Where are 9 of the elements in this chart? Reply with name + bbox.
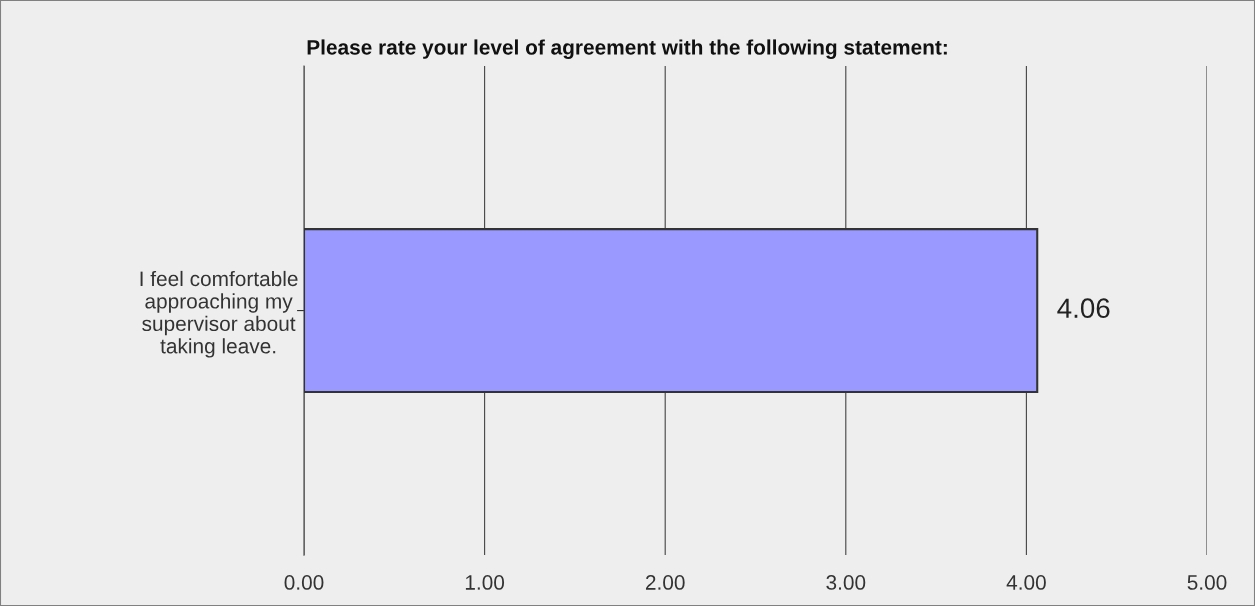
- x-tick-label: 2.00: [645, 575, 685, 590]
- x-tick-label: 4.00: [1006, 575, 1046, 590]
- x-tick-label: 1.00: [465, 575, 505, 590]
- x-tick-label: 3.00: [826, 575, 866, 590]
- x-tick-label: 0.00: [284, 575, 324, 590]
- x-tick-label: 5.00: [1187, 575, 1227, 590]
- chart-title: Please rate your level of agreement with the following statement:: [307, 39, 947, 59]
- y-tick-label: I feel comfortable approaching my supervisor about taking leave.: [140, 270, 298, 358]
- data-label: 4.06: [1057, 298, 1110, 319]
